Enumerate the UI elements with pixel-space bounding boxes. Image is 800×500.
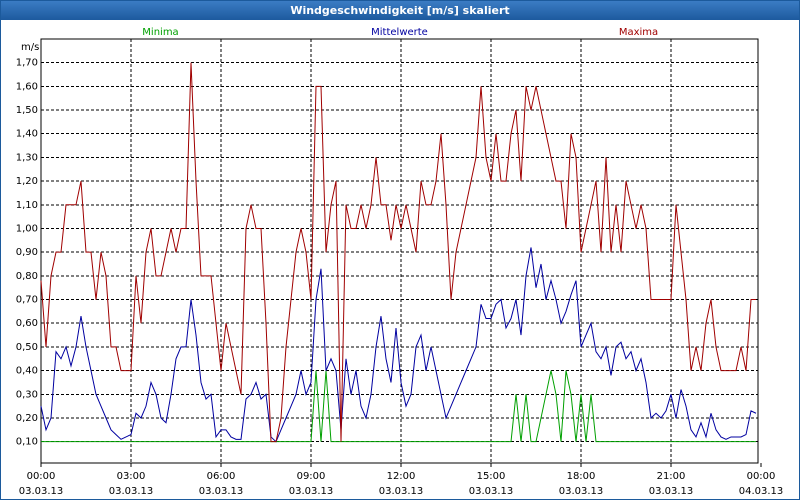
plot-area (40, 38, 759, 464)
y-tick-label: 1,40 (16, 129, 38, 140)
y-tick-label: 0,20 (16, 413, 38, 424)
x-tick-label: 09:00 03.03.13 (288, 471, 334, 497)
y-tick-label: 1,70 (16, 58, 38, 69)
y-tick-label: 0,60 (16, 318, 38, 329)
y-tick-label: 0,50 (16, 342, 38, 353)
y-tick-label: 1,60 (16, 81, 38, 92)
x-tick-label: 03:00 03.03.13 (108, 471, 154, 497)
y-tick-label: 1,20 (16, 176, 38, 187)
y-tick-label: 0,70 (16, 295, 38, 306)
y-tick-label: 0,90 (16, 247, 38, 258)
series-line (40, 247, 757, 443)
x-tick-label: 21:00 03.03.13 (648, 471, 694, 497)
x-tick-label: 00:00 03.03.13 (18, 471, 64, 497)
x-tick-label: 18:00 03.03.13 (558, 471, 604, 497)
series-line (41, 370, 756, 443)
y-tick-label: 0,30 (16, 389, 38, 400)
x-tick-label: 15:00 03.03.13 (468, 471, 514, 497)
window-title: Windgeschwindigkeit [m/s] skaliert (1, 1, 799, 20)
legend-label: Minima (142, 27, 178, 38)
y-tick-label: 1,30 (16, 152, 38, 163)
y-tick-label: 1,50 (16, 105, 38, 116)
y-tick-label: 0,10 (16, 437, 38, 448)
legend-label: Maxima (619, 27, 658, 38)
x-tick-label: 00:00 04.03.13 (738, 471, 784, 497)
y-tick-label: 0,40 (16, 366, 38, 377)
series-line (40, 62, 756, 443)
y-tick-label: 1,00 (16, 223, 38, 234)
y-tick-label: 0,80 (16, 271, 38, 282)
legend-label: Mittelwerte (371, 27, 428, 38)
x-tick-label: 12:00 03.03.13 (378, 471, 424, 497)
x-tick-label: 06:00 03.03.13 (198, 471, 244, 497)
y-tick-label: 1,10 (16, 200, 38, 211)
y-axis-label: m/s (21, 42, 39, 53)
